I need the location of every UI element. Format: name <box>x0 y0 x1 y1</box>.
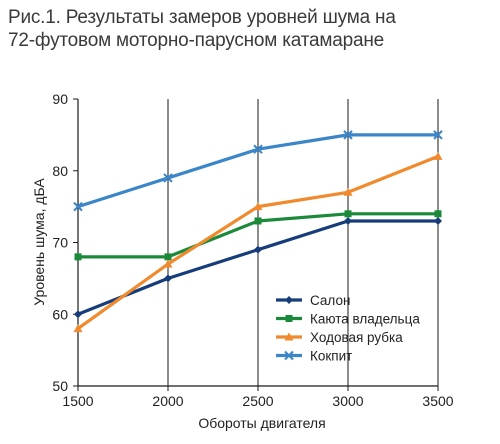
x-axis-label: Обороты двигателя <box>198 415 325 431</box>
data-point <box>74 253 82 261</box>
legend-swatch-marker <box>285 296 293 304</box>
legend-label: Ходовая рубка <box>310 330 403 345</box>
chart-title-line-1: Рис.1. Результаты замеров уровней шума н… <box>8 7 396 28</box>
data-point <box>343 187 353 196</box>
x-tick-label: 3000 <box>332 393 363 409</box>
data-point <box>163 173 173 183</box>
series-2 <box>74 210 442 261</box>
series-group <box>73 130 443 333</box>
axes <box>73 98 439 391</box>
data-point <box>253 144 263 154</box>
data-point <box>253 202 263 211</box>
y-axis-label: Уровень шума, дБА <box>31 178 47 306</box>
data-point <box>74 310 82 319</box>
x-tick-label: 1500 <box>62 393 93 409</box>
data-point <box>433 130 443 140</box>
legend-label: Каюта владельца <box>310 312 420 327</box>
legend-label: Салон <box>310 293 350 308</box>
legend-swatch-marker <box>285 315 293 322</box>
x-tick-label: 2500 <box>242 393 273 409</box>
legend-swatch-marker <box>284 350 294 361</box>
y-tick-label: 50 <box>52 378 68 394</box>
data-point <box>254 245 262 254</box>
y-tick-labels: 50 60 70 80 90 <box>52 91 68 394</box>
chart-title-line-2: 72-футовом моторно-парусном катамаране <box>8 30 384 51</box>
legend-item-3: Ходовая рубка <box>276 330 403 345</box>
series-1 <box>74 216 442 319</box>
data-point <box>254 217 262 225</box>
grid-lines <box>167 99 439 386</box>
y-tick-label: 70 <box>52 235 68 251</box>
data-point <box>433 151 443 160</box>
series-4 <box>73 130 443 212</box>
legend-item-1: Салон <box>276 293 350 308</box>
legend: Салон Каюта владельца Ходовая рубка Кокпит <box>276 293 420 364</box>
chart-title: Рис.1. Результаты замеров уровней шума н… <box>8 6 488 52</box>
data-point <box>73 324 83 333</box>
series-3 <box>73 151 443 333</box>
data-point <box>163 259 173 268</box>
data-point <box>434 210 442 218</box>
data-point <box>164 274 172 283</box>
data-point <box>164 253 172 261</box>
legend-swatch-marker <box>284 332 294 341</box>
x-tick-label: 3500 <box>422 393 453 409</box>
x-tick-label: 2000 <box>152 393 183 409</box>
legend-label: Кокпит <box>310 349 352 364</box>
x-tick-labels: 1500 2000 2500 3000 3500 <box>62 393 453 409</box>
data-point <box>343 130 353 140</box>
data-point <box>73 201 83 212</box>
y-tick-label: 60 <box>52 306 68 322</box>
y-tick-label: 90 <box>52 91 68 107</box>
data-point <box>344 210 352 218</box>
legend-item-4: Кокпит <box>276 349 352 364</box>
data-point <box>344 216 352 225</box>
legend-item-2: Каюта владельца <box>276 312 420 327</box>
y-tick-label: 80 <box>52 163 68 179</box>
data-point <box>434 216 442 225</box>
